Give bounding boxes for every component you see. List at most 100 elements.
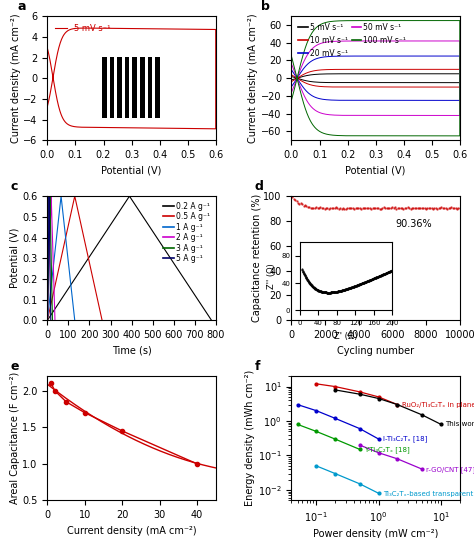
Point	[352, 204, 359, 213]
50 mV s⁻¹	[425, 38, 430, 44]
Point	[402, 204, 410, 213]
Line: 2 A g⁻¹: 2 A g⁻¹	[47, 196, 55, 320]
X-axis label: Time (s): Time (s)	[112, 345, 151, 356]
Point	[329, 204, 337, 213]
Point	[392, 205, 400, 214]
100 mV s⁻¹	[289, 97, 294, 103]
Point	[360, 204, 368, 213]
Point	[373, 204, 381, 213]
Point	[417, 203, 424, 212]
0.2 A g⁻¹	[45, 317, 50, 323]
Line: 1 A g⁻¹: 1 A g⁻¹	[47, 196, 75, 320]
5 A g⁻¹	[46, 236, 51, 243]
20 mV s⁻¹	[356, 97, 362, 104]
Point	[377, 204, 385, 213]
1 A g⁻¹	[62, 225, 67, 232]
5 A g⁻¹	[45, 317, 50, 323]
Point	[442, 204, 449, 213]
Point	[418, 204, 426, 213]
Point	[293, 196, 301, 205]
3 A g⁻¹	[47, 193, 53, 200]
Point	[449, 204, 456, 213]
Point	[428, 204, 436, 213]
Point	[382, 204, 389, 213]
Point	[322, 204, 330, 213]
50 mV s⁻¹	[437, 38, 443, 44]
50 mV s⁻¹	[289, 61, 294, 67]
Point	[369, 204, 376, 213]
Point	[401, 204, 409, 213]
Point	[290, 195, 298, 203]
Point	[349, 204, 356, 213]
Text: This work: This work	[445, 421, 474, 427]
Point	[391, 203, 399, 211]
100 mV s⁻¹	[393, 133, 399, 139]
Text: b: b	[261, 0, 270, 13]
Text: f: f	[255, 360, 260, 373]
Point	[298, 200, 306, 209]
Point	[312, 203, 320, 211]
0.2 A g⁻¹	[64, 287, 70, 294]
Point	[335, 204, 343, 213]
Point	[359, 204, 366, 213]
Point	[456, 203, 464, 212]
Point	[367, 204, 375, 213]
Point	[318, 203, 326, 212]
Point	[289, 193, 296, 201]
1 A g⁻¹	[45, 317, 50, 323]
3 A g⁻¹	[45, 287, 51, 294]
100 mV s⁻¹	[362, 133, 368, 139]
Y-axis label: Energy density (mWh cm⁻²): Energy density (mWh cm⁻²)	[245, 370, 255, 506]
Point	[321, 204, 328, 213]
Point	[384, 204, 392, 213]
1 A g⁻¹	[64, 250, 70, 256]
Point	[302, 202, 310, 211]
3 A g⁻¹	[48, 225, 54, 232]
Line: 10 mV s⁻¹: 10 mV s⁻¹	[292, 69, 460, 87]
20 mV s⁻¹	[425, 53, 430, 59]
0.5 A g⁻¹	[66, 218, 72, 225]
3 A g⁻¹	[50, 317, 55, 323]
Point	[445, 204, 452, 213]
Text: e: e	[10, 360, 19, 373]
2 A g⁻¹	[50, 250, 56, 256]
Line: 100 mV s⁻¹: 100 mV s⁻¹	[292, 20, 460, 136]
3 A g⁻¹	[48, 250, 54, 256]
2 A g⁻¹	[45, 317, 50, 323]
Text: Y-Ti₃C₂Tₓ [18]: Y-Ti₃C₂Tₓ [18]	[364, 446, 410, 453]
Point	[370, 204, 378, 213]
10 mV s⁻¹	[356, 84, 362, 90]
5 mV s⁻¹	[437, 70, 443, 77]
2 A g⁻¹	[47, 218, 53, 225]
Line: 0.5 A g⁻¹: 0.5 A g⁻¹	[47, 196, 102, 320]
Point	[315, 204, 323, 213]
2 A g⁻¹	[49, 225, 55, 232]
Y-axis label: Capacitance retention (%): Capacitance retention (%)	[252, 194, 262, 322]
20 mV s⁻¹	[289, 67, 294, 73]
Point	[363, 203, 371, 212]
Text: d: d	[255, 180, 263, 193]
Line: 3 A g⁻¹: 3 A g⁻¹	[47, 196, 53, 320]
2 A g⁻¹	[52, 317, 58, 323]
Point	[317, 203, 324, 211]
Point	[439, 204, 447, 213]
Point	[341, 205, 348, 214]
0.2 A g⁻¹	[109, 218, 115, 225]
Point	[311, 203, 319, 212]
3 A g⁻¹	[45, 317, 50, 323]
Point	[342, 204, 350, 213]
Point	[412, 204, 420, 213]
1 A g⁻¹	[58, 193, 64, 200]
50 mV s⁻¹	[362, 112, 368, 119]
Point	[339, 204, 347, 213]
Y-axis label: Areal Capacitance (F cm⁻²): Areal Capacitance (F cm⁻²)	[9, 372, 19, 505]
Point	[380, 203, 388, 212]
Point	[440, 204, 448, 213]
0.2 A g⁻¹	[127, 193, 132, 200]
Point	[355, 203, 362, 212]
5 A g⁻¹	[47, 250, 53, 256]
20 mV s⁻¹	[323, 54, 328, 60]
0.2 A g⁻¹	[164, 249, 169, 255]
Point	[294, 199, 302, 207]
Y-axis label: Current density (mA cm⁻²): Current density (mA cm⁻²)	[10, 13, 20, 143]
